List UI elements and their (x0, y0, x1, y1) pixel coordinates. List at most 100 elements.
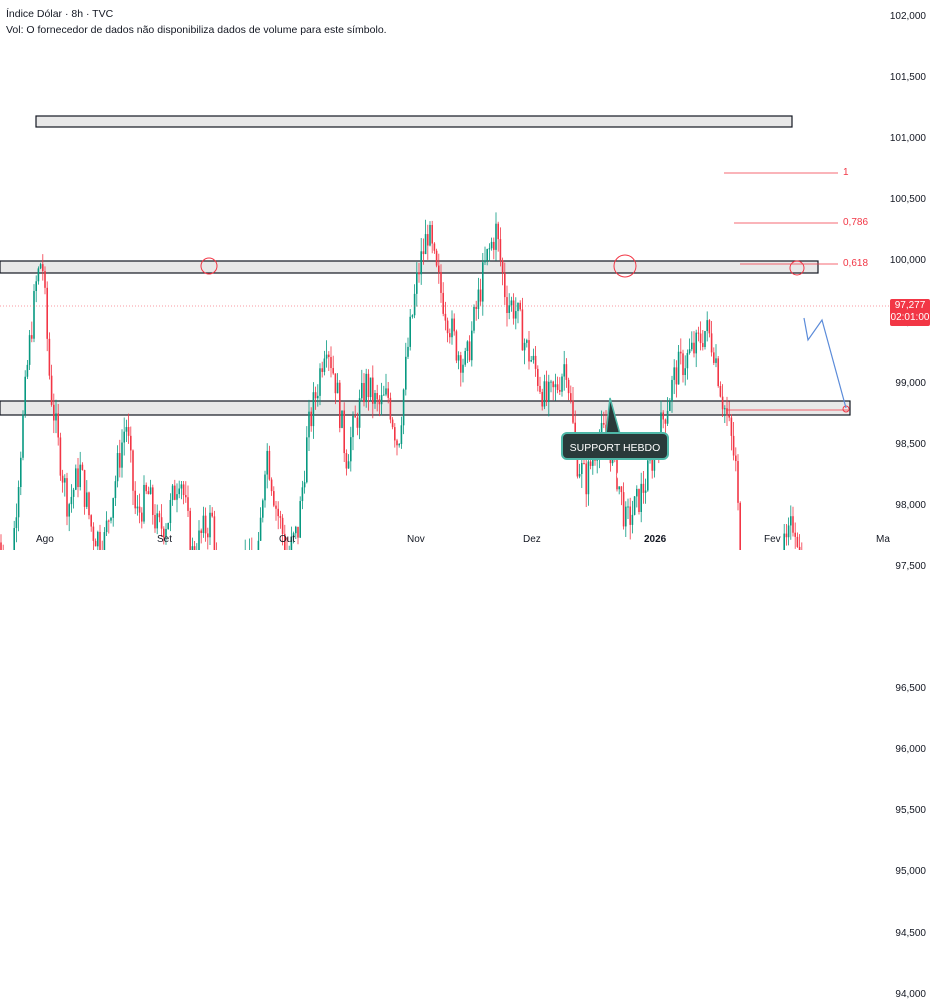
candle-body (702, 343, 704, 348)
candle-body (442, 292, 444, 314)
candle-body (53, 404, 55, 421)
current-price-badge: 97,277 02:01:00 (890, 299, 930, 326)
candle-body (539, 385, 541, 392)
candle-body (391, 419, 394, 428)
candle-body (334, 373, 337, 394)
candle-body (572, 400, 574, 423)
candle-body (108, 520, 110, 522)
candle-body (402, 389, 405, 426)
candle-body (563, 364, 565, 377)
fib-label-1: 1 (843, 167, 849, 178)
candle-body (130, 435, 132, 451)
candle-body (266, 450, 268, 475)
candle-body (257, 540, 260, 550)
price-tick-label: 101,500 (889, 72, 926, 84)
candle-body (488, 248, 491, 250)
candle-body (416, 272, 418, 294)
candle-body (330, 357, 332, 369)
price-tick-label: 98,000 (895, 499, 926, 511)
candle-body (114, 481, 117, 499)
candle-body (264, 474, 266, 501)
volume-notice: Vol: O fornecedor de dados não disponibi… (6, 24, 387, 36)
candle-body (517, 302, 519, 312)
candle-body (418, 272, 420, 275)
candle-body (163, 528, 165, 538)
candle-body (57, 413, 59, 438)
candle-body (405, 356, 407, 390)
annotations (0, 254, 890, 435)
candle-body (213, 516, 216, 550)
candle-body (143, 484, 145, 522)
candle-body (347, 461, 350, 469)
candle-body (367, 373, 370, 398)
candle-body (380, 395, 383, 405)
candle-body (508, 305, 510, 313)
candle-body (319, 368, 321, 396)
candle-body (633, 496, 636, 515)
candle-body (363, 382, 365, 403)
candle-body (644, 490, 647, 493)
candle-body (325, 354, 328, 359)
candle-body (671, 379, 673, 402)
candle-body (343, 410, 345, 454)
candle-body (295, 526, 297, 534)
candle-body (297, 526, 299, 538)
candle-body (211, 512, 213, 517)
price-tick-label: 98,500 (895, 438, 926, 450)
candle-body (537, 368, 539, 386)
candle-body (323, 358, 326, 372)
candle-body (453, 318, 455, 332)
candle-body (180, 484, 183, 489)
candle-body (790, 516, 792, 526)
candle-body (785, 533, 788, 538)
candle-body (204, 515, 207, 534)
support-callout[interactable]: SUPPORT HEBDO 96.00 (561, 432, 669, 482)
candle-body (438, 265, 440, 273)
candle-body (365, 373, 367, 403)
candle-body (83, 470, 86, 507)
candle-body (411, 315, 414, 317)
candle-body (310, 411, 312, 427)
candle-body (147, 491, 150, 495)
candle-body (464, 351, 466, 365)
candle-body (471, 330, 473, 361)
candle-body (345, 453, 348, 469)
price-tick-label: 97,500 (895, 560, 926, 572)
candle-body (134, 490, 136, 509)
candle-body (647, 460, 649, 491)
candle-body (468, 341, 471, 361)
candle-body (92, 526, 95, 541)
candle-body (567, 379, 570, 394)
candle-body (13, 528, 15, 550)
support-zone (0, 400, 851, 416)
candle-body (123, 431, 125, 443)
candle-body (479, 289, 482, 302)
pivot-zone (0, 260, 819, 274)
candle-body (270, 479, 273, 492)
candle-body (398, 444, 400, 446)
candle-body (636, 488, 638, 497)
candle-body (202, 515, 205, 534)
touch-circle (789, 260, 805, 276)
price-tick-label: 100,500 (889, 194, 926, 206)
candle-body (629, 506, 631, 525)
candle-body (28, 335, 31, 365)
candle-body (136, 506, 139, 509)
price-chart[interactable] (0, 0, 932, 550)
candle-body (440, 272, 442, 293)
candle-body (495, 223, 497, 250)
time-tick-label: Set (157, 534, 173, 545)
candle-body (66, 478, 68, 517)
candle-body (482, 262, 484, 302)
candle-body (301, 487, 304, 502)
candle-body (200, 530, 202, 534)
candle-body (695, 332, 697, 354)
candle-body (578, 473, 581, 477)
candle-body (688, 349, 691, 354)
candle-body (0, 542, 2, 550)
candle-body (61, 475, 64, 483)
symbol-title[interactable]: Índice Dólar · 8h · TVC (6, 8, 114, 20)
candle-body (675, 367, 678, 385)
candle-body (312, 392, 315, 427)
candle-body (306, 437, 308, 483)
